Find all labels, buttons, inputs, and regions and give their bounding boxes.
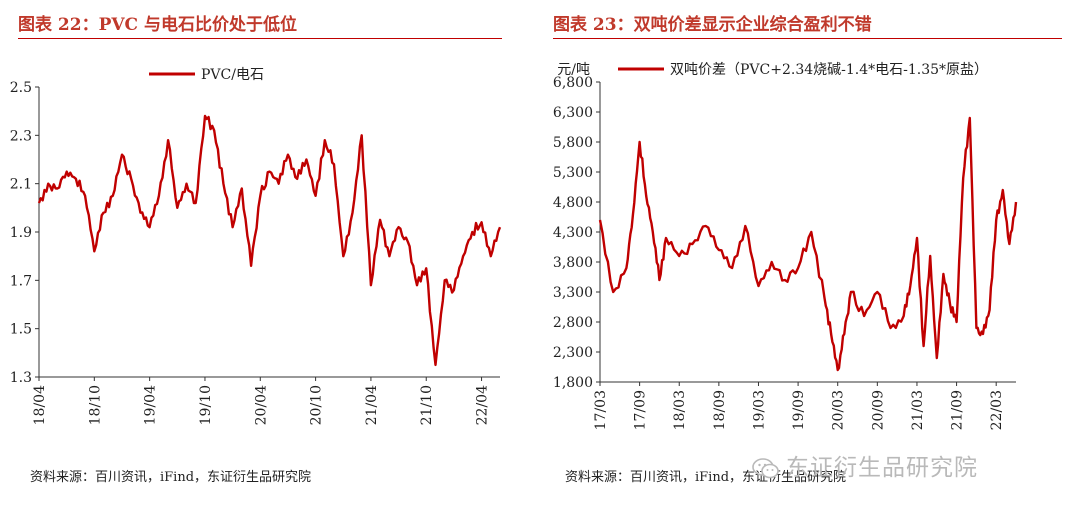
y-axis-unit-label: 元/吨 — [557, 62, 590, 78]
x-tick-label: 20/09 — [870, 390, 886, 430]
y-tick-label: 2,300 — [553, 345, 593, 361]
x-tick-label: 21/04 — [364, 385, 380, 425]
x-tick-label: 21/03 — [910, 390, 926, 430]
title-rule — [18, 38, 502, 39]
y-tick-label: 4,800 — [553, 195, 593, 211]
x-tick-label: 17/03 — [593, 390, 609, 430]
y-tick-label: 1.5 — [10, 322, 32, 338]
y-tick-label: 1.7 — [10, 273, 32, 289]
y-tick-label: 6,800 — [553, 75, 593, 91]
x-tick-label: 19/04 — [143, 385, 159, 425]
x-tick-label: 21/10 — [419, 385, 435, 425]
x-tick-label: 20/10 — [309, 385, 325, 425]
y-tick-label: 2,800 — [553, 315, 593, 331]
series-line — [598, 116, 1018, 372]
x-tick-label: 19/09 — [791, 390, 807, 430]
x-tick-label: 18/03 — [672, 390, 688, 430]
series-line — [37, 114, 502, 367]
y-tick-label: 1,800 — [553, 375, 593, 391]
y-tick-label: 2.3 — [10, 128, 32, 144]
watermark-text: 东证衍生品研究院 — [786, 455, 978, 481]
x-tick-label: 21/09 — [950, 390, 966, 430]
x-tick-label: 17/09 — [633, 390, 649, 430]
line-chart-double-ton-spread: 1,800 2,300 2,800 3,300 3,800 4,300 4,800 5,300… — [553, 62, 1018, 430]
chart-title: 图表 22：PVC 与电石比价处于低位 — [18, 15, 297, 35]
y-tick-label: 3,800 — [553, 255, 593, 271]
source-note: 资料来源：百川资讯，iFind，东证衍生品研究院 — [30, 470, 312, 485]
x-tick-label: 19/10 — [198, 385, 214, 425]
x-tick-label: 19/03 — [751, 390, 767, 430]
x-tick-label: 22/04 — [475, 385, 491, 425]
x-tick-label: 20/04 — [253, 385, 269, 425]
y-tick-label: 6,300 — [553, 105, 593, 121]
chart-panel-double-ton-spread: 图表 23：双吨价差显示企业综合盈利不错 1,800 2,300 2,800 3,30… — [535, 0, 1080, 506]
x-tick-label: 18/04 — [32, 385, 48, 425]
legend-label: 双吨价差（PVC+2.34烧碱-1.4*电石-1.35*原盐） — [670, 62, 988, 78]
y-tick-label: 3,300 — [553, 285, 593, 301]
title-rule — [553, 38, 1062, 39]
legend-label: PVC/电石 — [201, 67, 264, 83]
chart-panel-pvc-carbide-ratio: 图表 22：PVC 与电石比价处于低位 1.3 1.5 1.7 1.9 2.1 2.3 2.… — [0, 0, 520, 506]
chart-title: 图表 23：双吨价差显示企业综合盈利不错 — [553, 15, 872, 35]
line-chart-pvc-carbide: 1.3 1.5 1.7 1.9 2.1 2.3 2.5 18/04 18/10 19/04 19/1… — [10, 67, 502, 425]
y-tick-label: 2.1 — [10, 177, 32, 193]
y-tick-label: 1.9 — [10, 225, 32, 241]
x-tick-label: 18/10 — [87, 385, 103, 425]
y-tick-label: 4,300 — [553, 225, 593, 241]
wechat-icon — [752, 457, 779, 478]
x-tick-label: 20/03 — [831, 390, 847, 430]
x-tick-label: 22/03 — [989, 390, 1005, 430]
y-tick-label: 5,800 — [553, 135, 593, 151]
y-tick-label: 1.3 — [10, 370, 32, 386]
y-tick-label: 2.5 — [10, 80, 32, 96]
y-tick-label: 5,300 — [553, 165, 593, 181]
watermark: 东证衍生品研究院 — [752, 448, 978, 482]
x-tick-label: 18/09 — [712, 390, 728, 430]
